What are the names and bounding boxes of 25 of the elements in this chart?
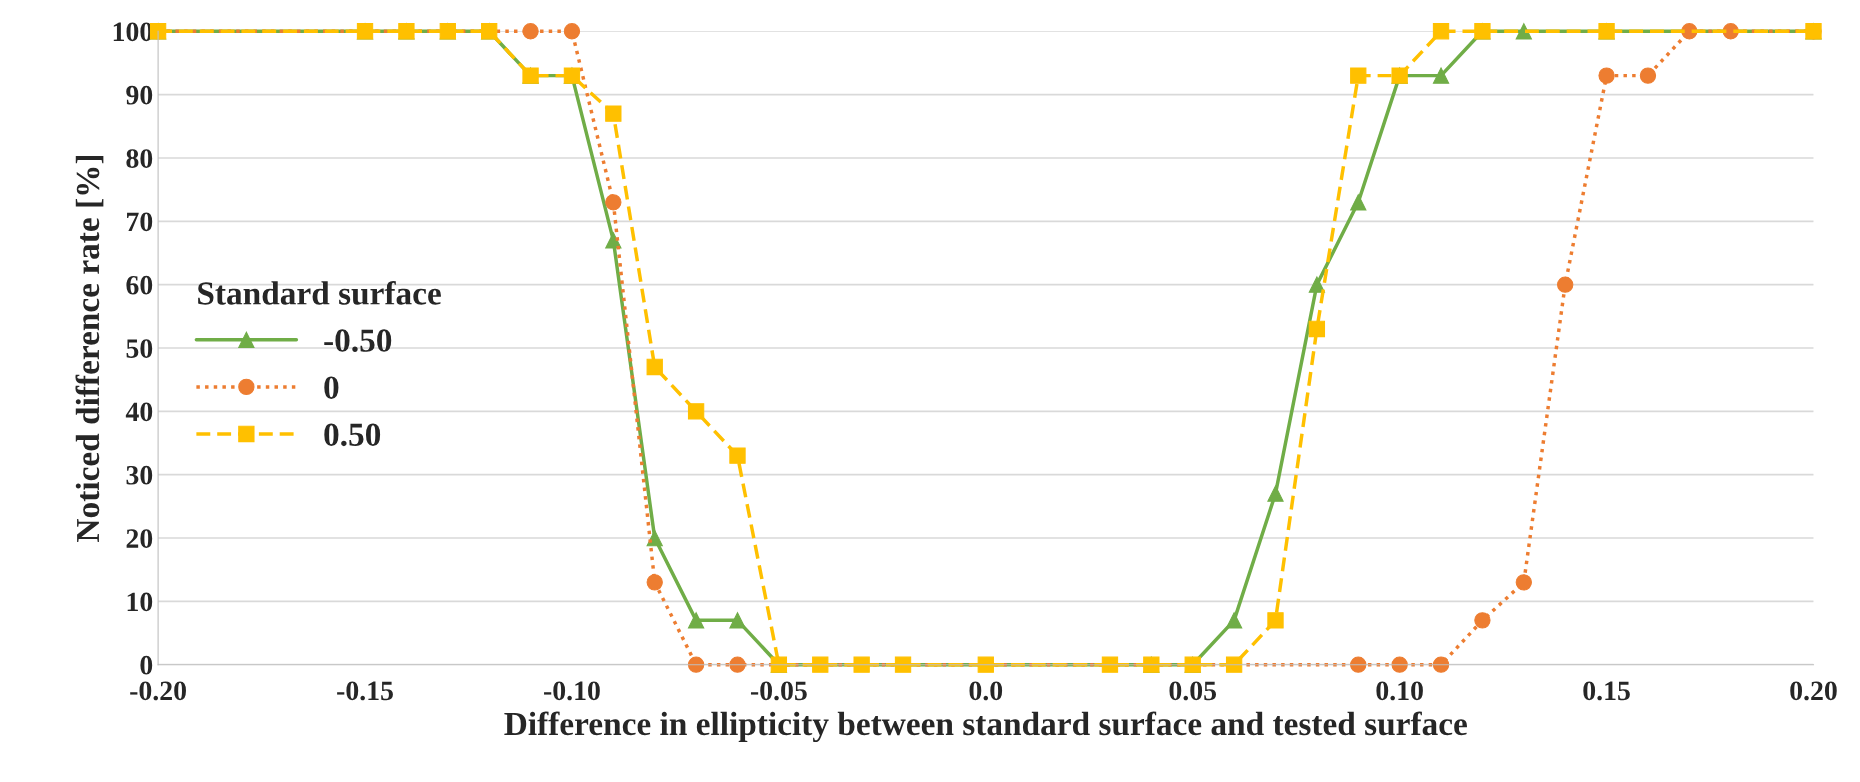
- y-axis-title: Noticed difference rate [%]: [75, 155, 104, 542]
- y-tick-label: 20: [126, 529, 153, 548]
- x-axis-title: Difference in ellipticity between standard surface and tested surface: [504, 711, 1467, 743]
- legend-label: 0: [324, 376, 339, 399]
- x-tick-label: -0.20: [130, 681, 186, 701]
- x-tick-label: 0.0: [969, 681, 1003, 701]
- y-tick-label: 40: [125, 402, 153, 422]
- x-tick-label: -0.05: [750, 681, 807, 701]
- x-tick-label: -0.10: [544, 681, 600, 701]
- x-tick-label: 0.15: [1583, 681, 1630, 701]
- legend-label: 0.50: [324, 423, 381, 447]
- y-tick-label: 10: [127, 592, 153, 612]
- x-tick-label: 0.05: [1169, 681, 1217, 701]
- y-tick-label: 80: [126, 149, 153, 168]
- legend-label: -0.50: [324, 329, 392, 352]
- legend-title: Standard surface: [198, 280, 441, 305]
- y-tick-label: 90: [126, 85, 153, 105]
- y-tick-label: 70: [127, 212, 153, 232]
- y-tick-label: 0: [140, 655, 153, 675]
- x-tick-label: 0.20: [1790, 681, 1837, 701]
- y-tick-label: 50: [126, 339, 153, 358]
- x-tick-label: -0.15: [337, 681, 393, 701]
- y-tick-label: 60: [126, 275, 153, 295]
- x-tick-label: 0.10: [1376, 681, 1423, 701]
- y-tick-label: 30: [126, 465, 153, 485]
